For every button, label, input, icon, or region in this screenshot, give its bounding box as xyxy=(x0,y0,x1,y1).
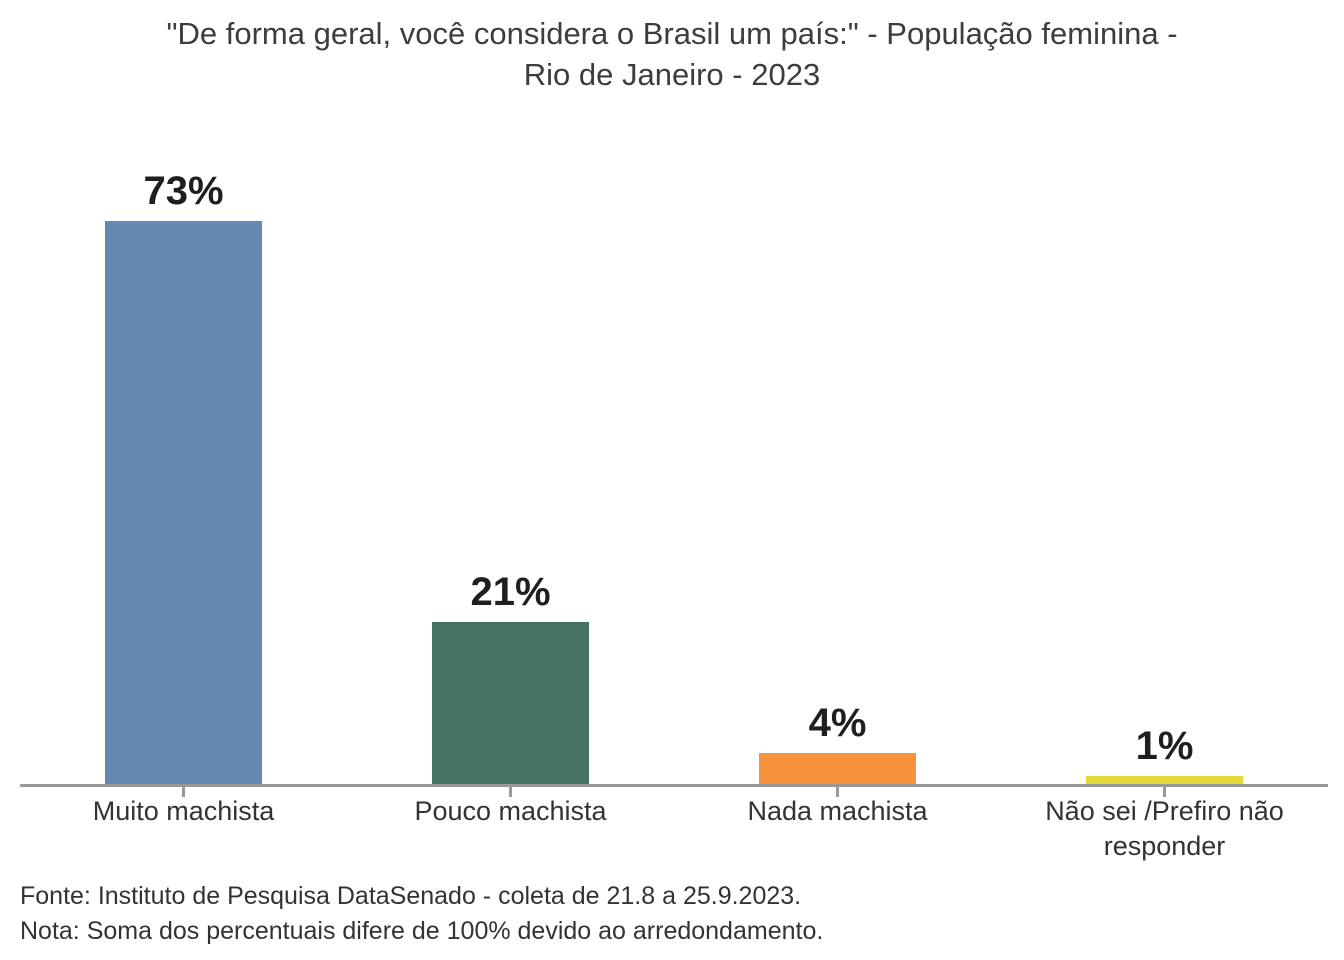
x-axis-labels: Muito machista Pouco machista Nada machist… xyxy=(20,794,1328,864)
bar-column: 73% xyxy=(20,166,347,797)
source-note: Fonte: Instituto de Pesquisa DataSenado … xyxy=(20,882,802,910)
value-label: 4% xyxy=(808,701,867,745)
x-axis-line xyxy=(20,784,1328,787)
rounding-note: Nota: Soma dos percentuais difere de 100… xyxy=(20,917,824,945)
bar-column: 21% xyxy=(347,166,674,797)
category-label: Pouco machista xyxy=(414,796,607,826)
value-label: 73% xyxy=(143,169,224,213)
axis-tick xyxy=(509,787,512,797)
category-label: Não sei /Prefiro não responder xyxy=(1045,796,1284,862)
category-label: Nada machista xyxy=(747,796,928,826)
axis-tick xyxy=(836,787,839,797)
axis-tick xyxy=(182,787,185,797)
plot-area: 73% 21% 4% 1% xyxy=(20,166,1328,797)
value-label: 21% xyxy=(470,570,551,614)
bar-column: 4% xyxy=(674,166,1001,797)
value-label: 1% xyxy=(1135,724,1194,768)
bar xyxy=(105,221,262,784)
bar xyxy=(1086,776,1243,784)
bar xyxy=(759,753,916,784)
category-label: Muito machista xyxy=(92,796,275,826)
footer-notes: Fonte: Instituto de Pesquisa DataSenado … xyxy=(20,879,823,949)
axis-tick xyxy=(1163,787,1166,797)
bar xyxy=(432,622,589,784)
chart-title: "De forma geral, você considera o Brasil… xyxy=(166,16,1178,92)
bar-column: 1% xyxy=(1001,166,1328,797)
